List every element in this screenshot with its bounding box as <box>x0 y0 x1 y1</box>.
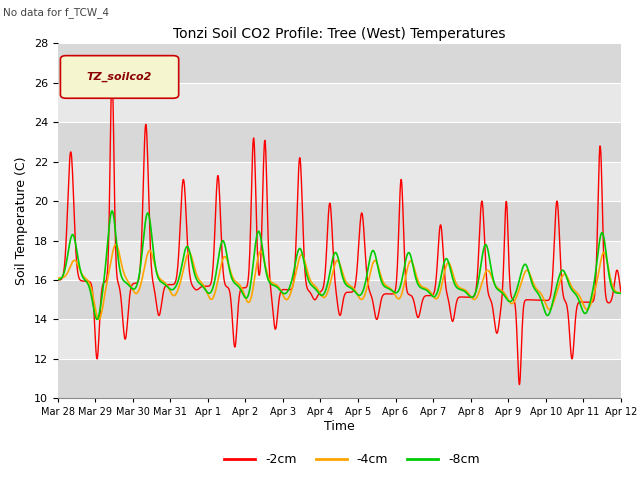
Line: -8cm: -8cm <box>58 211 621 319</box>
-4cm <box>112 241 120 247</box>
-2cm <box>54 277 61 283</box>
Line: -2cm: -2cm <box>58 73 621 384</box>
Bar <box>58 43 621 83</box>
Bar <box>58 122 621 162</box>
-8cm <box>428 292 435 298</box>
-8cm <box>551 291 559 297</box>
Text: TZ_soilco2: TZ_soilco2 <box>87 72 152 82</box>
-2cm <box>166 282 173 288</box>
-4cm <box>54 275 61 281</box>
-8cm <box>108 208 116 214</box>
Bar <box>58 240 621 280</box>
-2cm <box>551 230 559 236</box>
Bar <box>58 162 621 201</box>
-8cm <box>166 286 174 292</box>
-2cm <box>427 293 435 299</box>
-2cm <box>516 382 524 387</box>
-8cm <box>93 316 101 322</box>
Text: No data for f_TCW_4: No data for f_TCW_4 <box>3 7 109 18</box>
-4cm <box>617 290 625 296</box>
-4cm <box>501 291 509 297</box>
Bar <box>58 359 621 398</box>
-8cm <box>180 253 188 259</box>
Title: Tonzi Soil CO2 Profile: Tree (West) Temperatures: Tonzi Soil CO2 Profile: Tree (West) Temp… <box>173 27 506 41</box>
-8cm <box>243 295 250 301</box>
-4cm <box>95 316 103 322</box>
-2cm <box>243 284 250 290</box>
Y-axis label: Soil Temperature (C): Soil Temperature (C) <box>15 156 28 285</box>
Line: -4cm: -4cm <box>58 244 621 319</box>
Legend: -2cm, -4cm, -8cm: -2cm, -4cm, -8cm <box>219 448 485 471</box>
-2cm <box>617 289 625 295</box>
-4cm <box>551 296 559 302</box>
-8cm <box>501 293 509 299</box>
-2cm <box>500 232 508 238</box>
Bar <box>58 83 621 122</box>
Bar <box>58 320 621 359</box>
-4cm <box>180 266 188 272</box>
-4cm <box>243 298 250 303</box>
-8cm <box>617 290 625 296</box>
Bar <box>58 280 621 320</box>
-8cm <box>54 277 61 283</box>
Bar <box>58 201 621 240</box>
-2cm <box>108 70 116 76</box>
-4cm <box>428 290 435 296</box>
FancyBboxPatch shape <box>60 56 179 98</box>
-4cm <box>166 288 174 294</box>
X-axis label: Time: Time <box>324 420 355 433</box>
-2cm <box>179 177 187 182</box>
